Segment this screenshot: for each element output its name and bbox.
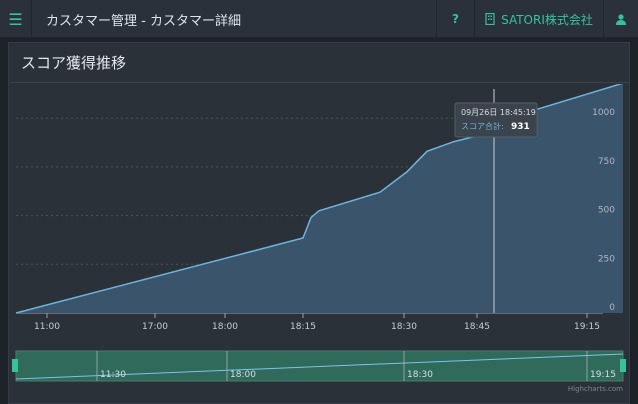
help-button[interactable]: ? <box>436 0 474 38</box>
y-tick-label: 750 <box>598 157 615 167</box>
navigator-handle-right <box>620 359 626 372</box>
y-tick-label: 250 <box>598 254 615 264</box>
navigator-tick-label: 18:30 <box>407 370 433 380</box>
score-chart[interactable]: 0 250 500 750 1000 11:00 17:00 18:00 18:15 18:30… <box>9 84 629 404</box>
navigator-tick-label: 11:30 <box>100 370 126 380</box>
x-tick-label: 11:00 <box>34 322 60 332</box>
panel-header: スコア獲得推移 <box>9 43 629 83</box>
navigator-tick-label: 19:15 <box>590 370 616 380</box>
x-tick-label: 18:15 <box>290 322 316 332</box>
y-tick-label: 0 <box>609 303 615 313</box>
navigator-series <box>15 353 624 380</box>
y-tick-label: 1000 <box>592 108 615 118</box>
x-tick-label: 18:30 <box>391 322 417 332</box>
hamburger-icon: ☰ <box>8 9 23 29</box>
score-panel: スコア獲得推移 0 250 500 750 1000 11:00 17:00 18:00 18… <box>8 42 630 404</box>
navigator-tick-label: 18:00 <box>230 370 256 380</box>
top-bar: ☰ カスタマー管理 - カスタマー詳細 ? SATORI株式会社 <box>0 0 638 38</box>
x-tick-label: 17:00 <box>142 322 168 332</box>
tooltip-value: 931 <box>511 122 530 132</box>
tooltip-date: 09月26日 18:45:19 <box>461 108 536 117</box>
x-axis-ticks: 11:00 17:00 18:00 18:15 18:30 18:45 19:15 <box>34 313 600 332</box>
y-axis-ticks: 0 250 500 750 1000 <box>592 108 615 313</box>
x-tick-label: 19:15 <box>574 322 600 332</box>
y-tick-label: 500 <box>598 206 615 216</box>
company-label: SATORI株式会社 <box>501 12 593 27</box>
navigator-handle-left <box>12 359 18 372</box>
user-icon <box>616 13 626 25</box>
company-menu[interactable]: SATORI株式会社 <box>474 0 603 38</box>
panel-title: スコア獲得推移 <box>21 54 127 72</box>
tooltip: 09月26日 18:45:19 スコア合計: 931 <box>454 102 538 138</box>
chart-credit: Highcharts.com <box>568 385 623 393</box>
menu-button[interactable]: ☰ <box>0 0 32 38</box>
navigator[interactable]: 11:30 18:00 18:30 19:15 Highcharts.com <box>12 350 626 393</box>
help-label: ? <box>452 12 459 26</box>
building-icon <box>485 13 495 25</box>
x-tick-label: 18:45 <box>464 322 490 332</box>
tooltip-box <box>454 102 538 138</box>
tooltip-label: スコア合計: <box>461 121 504 131</box>
score-area <box>16 84 623 313</box>
user-button[interactable] <box>603 0 638 38</box>
page-title: カスタマー管理 - カスタマー詳細 <box>46 14 241 29</box>
x-tick-label: 18:00 <box>212 322 238 332</box>
